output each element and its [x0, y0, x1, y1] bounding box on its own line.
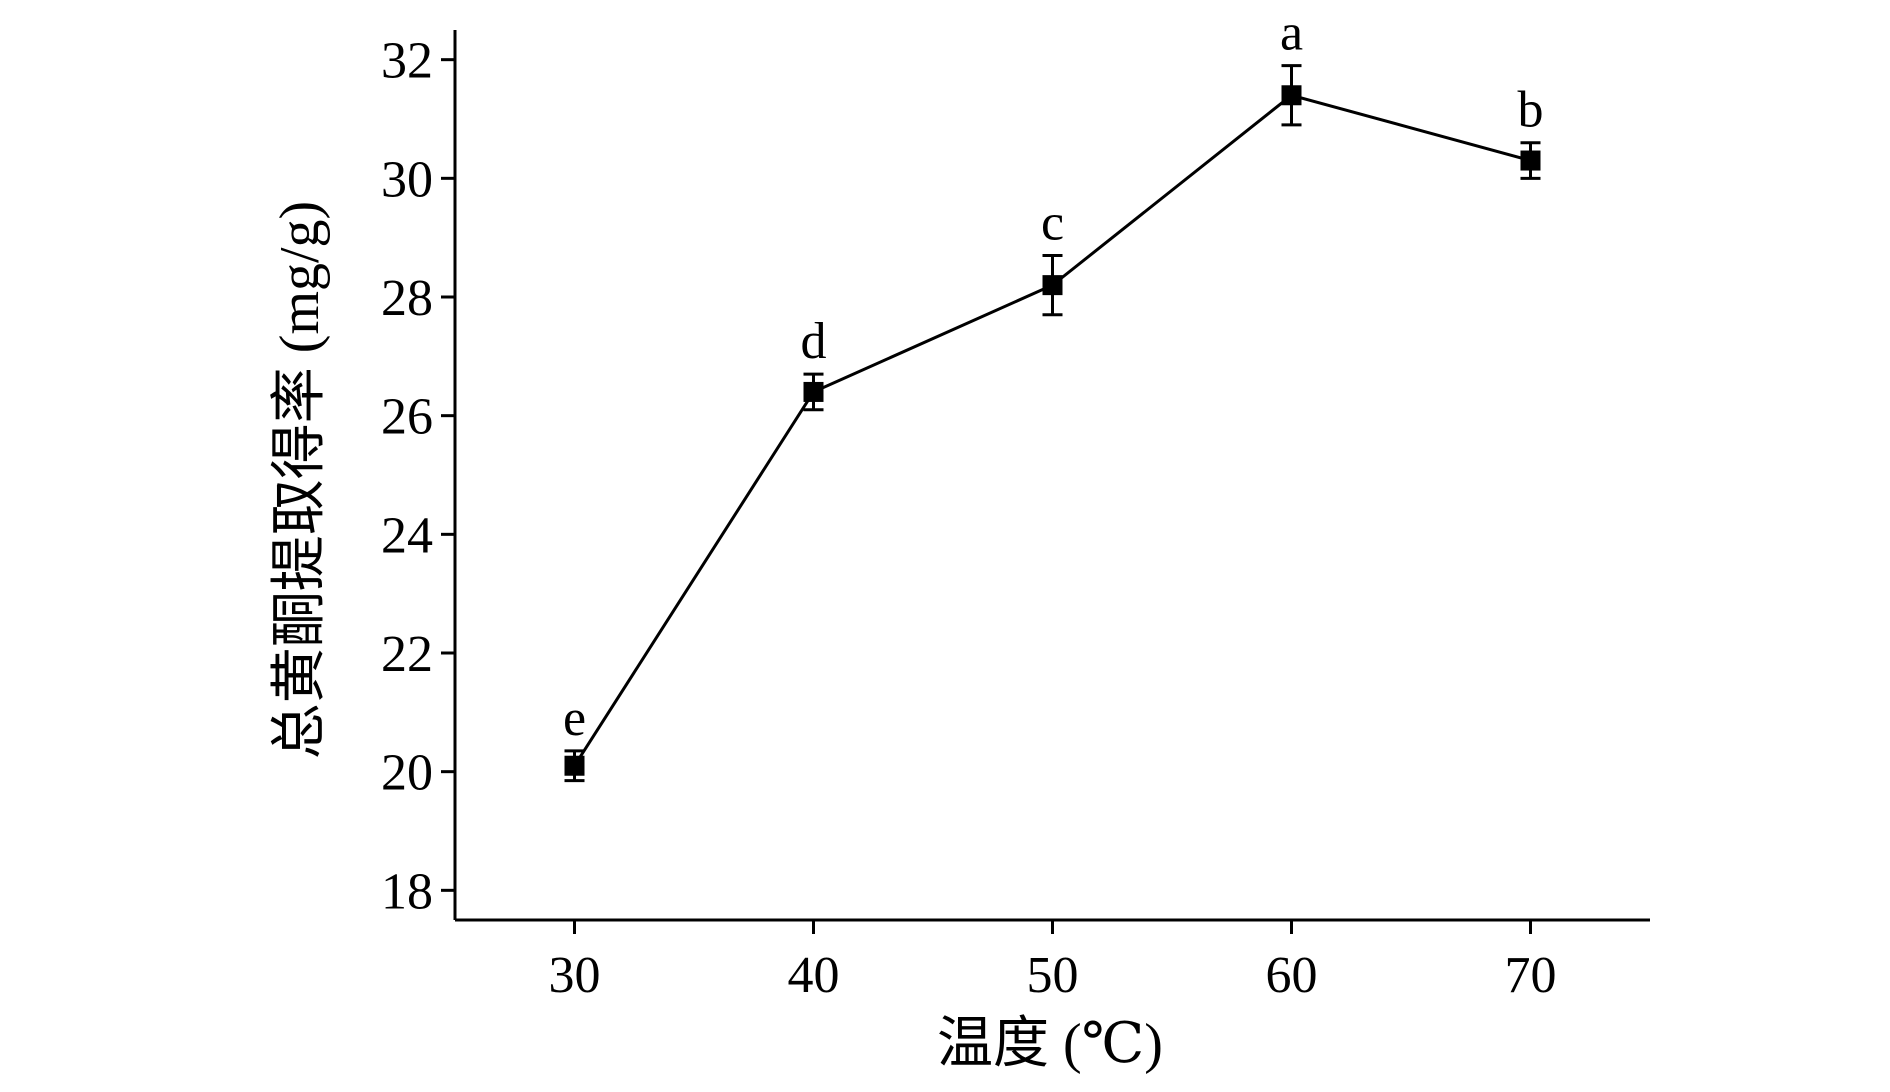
y-tick-label: 30	[381, 151, 433, 208]
square-marker	[1042, 275, 1063, 296]
y-tick-label: 18	[381, 863, 433, 920]
significance-label: b	[1518, 82, 1544, 139]
y-tick-label: 32	[381, 33, 433, 90]
y-tick-label: 22	[381, 626, 433, 683]
ticks: 18 20 22 24 26 28 30 32 30 40 50 60 70	[381, 33, 1557, 1004]
significance-label: c	[1041, 194, 1064, 251]
significance-label: d	[801, 313, 827, 370]
x-tick-label: 40	[788, 947, 840, 1004]
square-marker	[1281, 85, 1302, 106]
significance-label: a	[1280, 5, 1303, 62]
axes	[453, 30, 1650, 922]
y-axis-title: 总黄酮提取得率 (mg/g)	[269, 201, 331, 759]
series: e d c a b	[563, 5, 1544, 783]
y-tick-label: 24	[381, 507, 433, 564]
square-marker	[564, 755, 585, 776]
x-tick-label: 60	[1266, 947, 1318, 1004]
data-point: a	[1280, 5, 1303, 127]
data-point: e	[563, 690, 586, 783]
data-point: b	[1518, 82, 1544, 180]
y-tick-label: 26	[381, 389, 433, 446]
square-marker	[1520, 150, 1541, 171]
significance-label: e	[563, 690, 586, 747]
data-point: c	[1041, 194, 1064, 317]
data-point: d	[801, 313, 827, 412]
x-tick-label: 70	[1505, 947, 1557, 1004]
x-tick-label: 30	[549, 947, 601, 1004]
y-tick-label: 28	[381, 270, 433, 327]
square-marker	[803, 381, 824, 402]
y-tick-label: 20	[381, 745, 433, 802]
x-tick-label: 50	[1027, 947, 1079, 1004]
x-axis-title: 温度 (℃)	[937, 1013, 1163, 1075]
